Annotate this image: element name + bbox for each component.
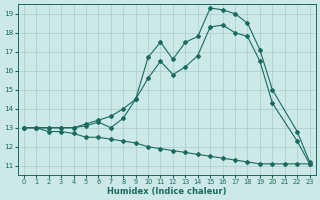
X-axis label: Humidex (Indice chaleur): Humidex (Indice chaleur) [107, 187, 227, 196]
